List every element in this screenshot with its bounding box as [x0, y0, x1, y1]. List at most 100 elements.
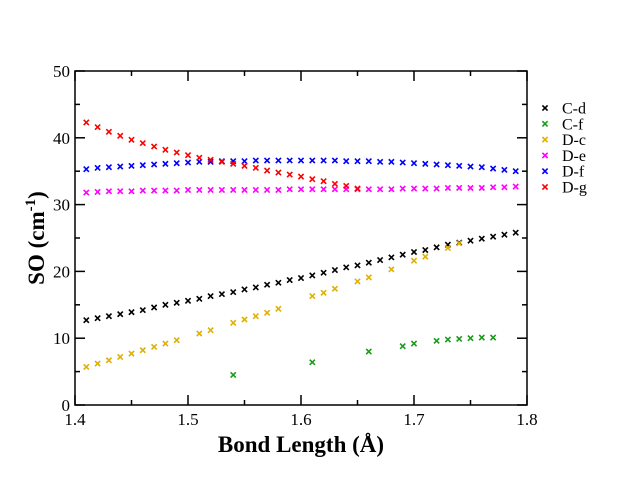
- data-point: [94, 164, 101, 172]
- data-point: [105, 164, 113, 171]
- data-point: [309, 157, 316, 164]
- data-point: [150, 161, 158, 168]
- data-point: [139, 162, 146, 169]
- data-point: [83, 363, 90, 371]
- data-point: [478, 164, 485, 171]
- data-point: [456, 240, 463, 247]
- data-point: [218, 290, 226, 298]
- data-point: [433, 244, 440, 251]
- data-point: [252, 284, 259, 291]
- data-point: [162, 187, 169, 194]
- data-point: [399, 159, 406, 166]
- data-point: [410, 257, 418, 264]
- data-point: [444, 162, 452, 169]
- data-point: [263, 167, 271, 174]
- data-point: [354, 262, 361, 269]
- data-point: [297, 274, 305, 282]
- legend-label: D-f: [562, 164, 585, 181]
- data-point: [117, 353, 124, 361]
- data-point: [105, 128, 113, 135]
- data-point: [196, 154, 203, 162]
- data-point: [320, 186, 327, 193]
- data-point: [444, 244, 452, 252]
- data-point: [184, 152, 192, 159]
- data-point: [388, 266, 395, 273]
- data-point: [263, 281, 271, 288]
- x-tick-label: 1.8: [516, 410, 537, 429]
- data-point: [241, 186, 248, 194]
- y-tick-label: 30: [53, 196, 70, 215]
- data-point: [128, 350, 135, 357]
- data-point: [410, 248, 418, 256]
- legend: C-dC-fD-cD-eD-fD-g: [541, 101, 587, 197]
- data-point: [456, 184, 463, 192]
- data-point: [343, 264, 350, 271]
- data-point: [297, 157, 305, 164]
- data-point: [162, 146, 169, 153]
- data-point: [309, 176, 316, 183]
- data-point: [433, 337, 440, 345]
- x-tick-label: 1.4: [64, 410, 86, 429]
- data-point: [128, 308, 135, 316]
- data-point: [410, 160, 418, 167]
- data-point: [275, 279, 282, 286]
- data-point: [433, 185, 440, 192]
- data-point: [139, 139, 146, 147]
- plot-area: [74, 70, 528, 406]
- data-point: [286, 186, 293, 193]
- data-point: [399, 343, 406, 350]
- data-point: [320, 269, 327, 276]
- data-point: [410, 185, 418, 192]
- data-point: [456, 162, 463, 170]
- data-point: [376, 158, 384, 166]
- data-point: [297, 173, 305, 180]
- data-point: [150, 187, 158, 194]
- data-point: [489, 184, 497, 191]
- data-point: [218, 186, 226, 194]
- data-point: [173, 299, 180, 306]
- data-point: [331, 180, 339, 188]
- data-point: [230, 288, 237, 296]
- data-point: [207, 292, 214, 300]
- data-point: [297, 186, 305, 193]
- data-point: [422, 185, 429, 192]
- data-point: [354, 278, 361, 285]
- data-point: [230, 160, 237, 168]
- data-point: [320, 178, 327, 185]
- data-point: [275, 186, 282, 194]
- data-point: [354, 185, 361, 192]
- data-point: [286, 276, 293, 284]
- data-point: [388, 158, 395, 166]
- data-point: [331, 285, 339, 292]
- data-point: [320, 289, 327, 296]
- x-tick-label: 1.7: [403, 410, 425, 429]
- data-point: [444, 184, 452, 192]
- data-point: [376, 256, 384, 264]
- data-point: [184, 186, 192, 194]
- data-point: [501, 184, 508, 191]
- legend-label: D-c: [562, 132, 586, 149]
- data-point: [184, 159, 192, 166]
- x-tick-label: 1.6: [290, 410, 311, 429]
- data-point: [309, 186, 316, 193]
- data-point: [410, 340, 418, 347]
- data-point: [94, 123, 101, 131]
- y-tick-label: 10: [53, 329, 70, 348]
- data-point: [83, 189, 90, 196]
- legend-label: D-e: [562, 148, 586, 165]
- data-point: [94, 360, 101, 367]
- data-point: [241, 316, 248, 323]
- data-point: [309, 292, 316, 300]
- data-point: [128, 188, 135, 195]
- series-d-f: [83, 157, 519, 175]
- data-point: [365, 186, 372, 193]
- y-axis-title-base: SO (cm: [24, 211, 49, 284]
- data-point: [275, 169, 282, 176]
- data-point: [365, 158, 372, 165]
- data-point: [263, 309, 271, 316]
- legend-marker: [541, 120, 549, 127]
- data-point: [343, 182, 350, 190]
- data-point: [489, 334, 497, 341]
- data-point: [207, 158, 214, 166]
- data-point: [331, 157, 339, 164]
